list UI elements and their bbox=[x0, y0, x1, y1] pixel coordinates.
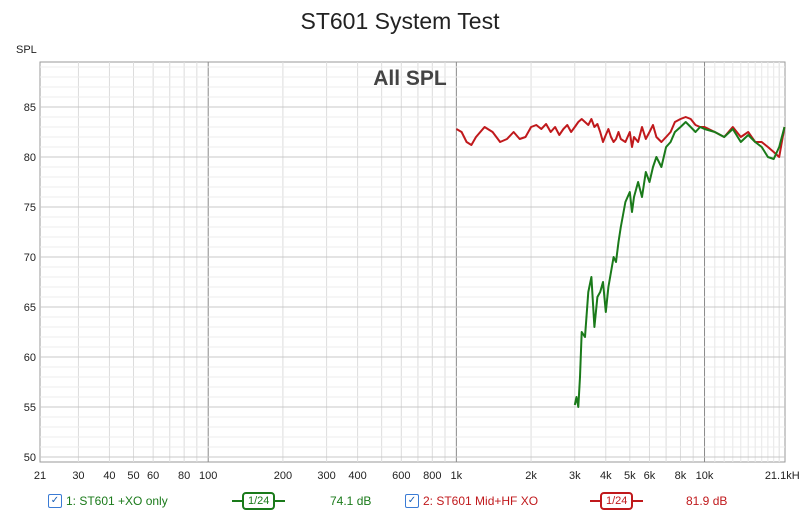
smoothing-badge-1[interactable]: 1/24 bbox=[232, 491, 286, 511]
x-tick-label: 8k bbox=[675, 470, 687, 482]
smoothing-label-2: 1/24 bbox=[600, 492, 634, 510]
y-tick-label: 75 bbox=[24, 202, 36, 214]
x-tick-label: 40 bbox=[103, 470, 115, 482]
x-tick-label: 80 bbox=[178, 470, 190, 482]
x-tick-label: 6k bbox=[644, 470, 656, 482]
x-tick-label: 50 bbox=[127, 470, 139, 482]
x-tick-label: 400 bbox=[348, 470, 366, 482]
legend-label-1: 1: ST601 +XO only bbox=[66, 494, 168, 508]
y-tick-label: 55 bbox=[24, 402, 36, 414]
y-tick-label: 65 bbox=[24, 302, 36, 314]
x-tick-label: 4k bbox=[600, 470, 612, 482]
x-tick-labels: 21 30 40 50 60 80 100 200 300 400 600 800 1k 2k 3k 4k 5k… bbox=[34, 470, 800, 482]
legend-item-1[interactable]: ✓ 1: ST601 +XO only bbox=[48, 494, 168, 508]
x-tick-label: 5k bbox=[624, 470, 636, 482]
y-tick-label: 70 bbox=[24, 252, 36, 264]
y-tick-label: 85 bbox=[24, 102, 36, 114]
x-tick-label: 10k bbox=[696, 470, 714, 482]
x-tick-label: 60 bbox=[147, 470, 159, 482]
legend-item-2[interactable]: ✓ 2: ST601 Mid+HF XO bbox=[405, 494, 538, 508]
smoothing-label-1: 1/24 bbox=[242, 492, 276, 510]
x-tick-label: 100 bbox=[199, 470, 217, 482]
y-axis-label: SPL bbox=[16, 44, 37, 56]
plot-frame bbox=[39, 61, 786, 463]
x-tick-label: 1k bbox=[451, 470, 463, 482]
legend-checkbox-1[interactable]: ✓ bbox=[48, 494, 62, 508]
series-group bbox=[455, 116, 786, 408]
series-line-1 bbox=[573, 121, 786, 408]
grid bbox=[40, 62, 785, 462]
x-tick-label: 200 bbox=[274, 470, 292, 482]
plot-area: 21 30 40 50 60 80 100 200 300 400 600 800 1k 2k 3k 4k 5k… bbox=[16, 44, 800, 482]
legend-label-2: 2: ST601 Mid+HF XO bbox=[423, 494, 539, 508]
x-tick-label: 800 bbox=[423, 470, 441, 482]
x-tick-label: 600 bbox=[392, 470, 410, 482]
legend-value-2: 81.9 dB bbox=[686, 494, 728, 508]
legend-value-1: 74.1 dB bbox=[330, 494, 372, 508]
x-tick-label: 300 bbox=[317, 470, 335, 482]
x-tick-label: 2k bbox=[525, 470, 537, 482]
x-tick-label: 30 bbox=[72, 470, 84, 482]
y-tick-label: 60 bbox=[24, 352, 36, 364]
x-tick-label: 21 bbox=[34, 470, 46, 482]
x-tick-label: 3k bbox=[569, 470, 581, 482]
y-tick-labels: 50 55 60 65 70 75 80 85 bbox=[24, 102, 36, 464]
x-tick-label: 21.1kHz bbox=[765, 470, 800, 482]
y-tick-label: 50 bbox=[24, 452, 36, 464]
chart-title: ST601 System Test bbox=[300, 8, 500, 34]
smoothing-badge-2[interactable]: 1/24 bbox=[590, 491, 644, 511]
y-tick-label: 80 bbox=[24, 152, 36, 164]
chart-annotation: All SPL bbox=[373, 67, 447, 90]
legend-checkbox-2[interactable]: ✓ bbox=[405, 494, 419, 508]
